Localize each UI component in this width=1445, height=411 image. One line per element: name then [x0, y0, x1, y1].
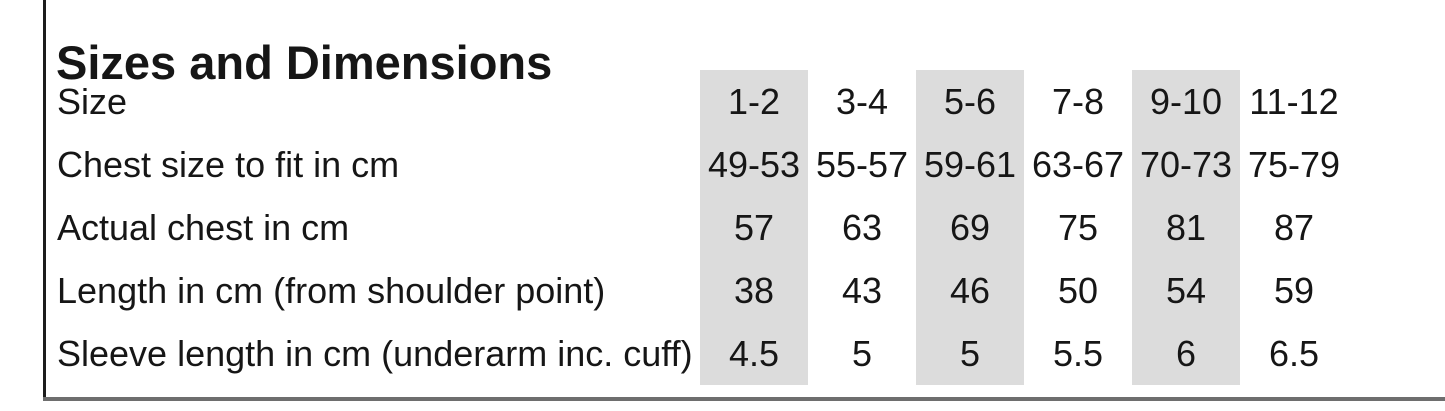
table-cell: 59-61: [916, 133, 1024, 196]
table-cell: 38: [700, 259, 808, 322]
column-header-cell: 11-12: [1249, 81, 1339, 122]
column-header-cell: 3-4: [835, 81, 889, 122]
table-cell: 50: [1057, 270, 1099, 311]
table-cell: 49-53: [700, 133, 808, 196]
table-cell: 87: [1273, 207, 1315, 248]
table-cell: 81: [1132, 196, 1240, 259]
table-cell: 57: [700, 196, 808, 259]
table-cell: 55-57: [815, 144, 909, 185]
page-title: Sizes and Dimensions: [56, 36, 553, 90]
table-cell: 4.5: [700, 322, 808, 385]
table-cell: 63-67: [1031, 144, 1125, 185]
table-cell: 54: [1132, 259, 1240, 322]
column-header-cell: 7-8: [1051, 81, 1105, 122]
table-cell: 5: [851, 333, 873, 374]
table-cell: 75: [1057, 207, 1099, 248]
size-dimensions-table: Size 1-2 3-4 5-6 7-8 9-10 11-12 Chest si…: [43, 70, 1348, 385]
row-label: Sleeve length in cm (underarm inc. cuff): [57, 333, 693, 374]
section-divider-rule: [43, 397, 1445, 401]
table-cell: 70-73: [1132, 133, 1240, 196]
column-header-cell: 5-6: [916, 70, 1024, 133]
table-cell: 43: [841, 270, 883, 311]
column-header-cell: 1-2: [700, 70, 808, 133]
table-cell: 46: [916, 259, 1024, 322]
page-left-border: [43, 0, 46, 399]
table-cell: 5: [916, 322, 1024, 385]
table-cell: 6: [1132, 322, 1240, 385]
table-cell: 5.5: [1052, 333, 1104, 374]
row-label: Actual chest in cm: [57, 207, 350, 248]
table-cell: 6.5: [1268, 333, 1320, 374]
table-cell: 63: [841, 207, 883, 248]
row-label: Length in cm (from shoulder point): [57, 270, 606, 311]
table-cell: 59: [1273, 270, 1315, 311]
column-header-cell: 9-10: [1132, 70, 1240, 133]
row-label: Chest size to fit in cm: [57, 144, 400, 185]
table-cell: 69: [916, 196, 1024, 259]
row-label: Size: [57, 81, 128, 122]
table-cell: 75-79: [1247, 144, 1341, 185]
